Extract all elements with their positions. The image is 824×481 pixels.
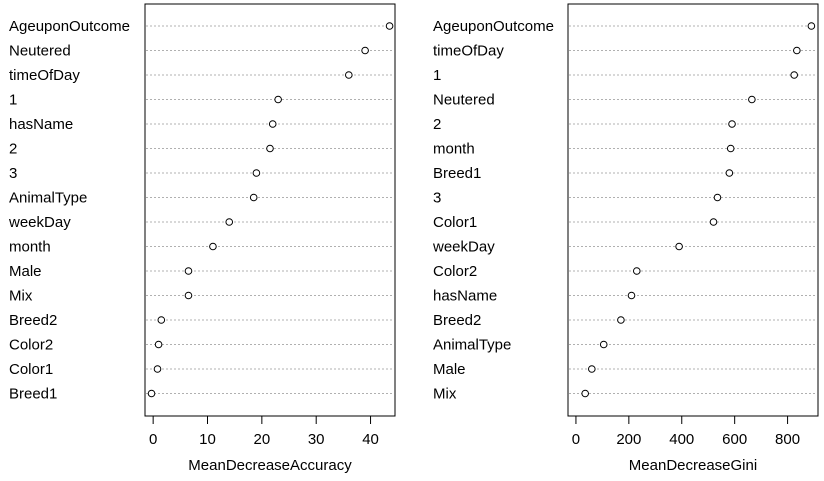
data-point (268, 120, 277, 128)
data-point (361, 46, 369, 55)
category-label: Breed1 (9, 386, 57, 403)
data-point (184, 267, 193, 275)
x-tick-label: 800 (775, 431, 800, 448)
category-label: AgeuponOutcome (433, 18, 554, 35)
category-label: Neutered (433, 92, 495, 109)
category-label: 2 (9, 141, 17, 158)
category-label: month (433, 141, 475, 158)
x-tick-label: 40 (362, 431, 379, 448)
data-point (157, 316, 166, 324)
data-point (249, 193, 258, 202)
data-point (274, 95, 282, 104)
data-point (581, 389, 589, 398)
x-tick-label: 30 (308, 431, 325, 448)
x-tick-label: 400 (669, 431, 694, 448)
data-point (599, 340, 608, 349)
category-label: Color1 (433, 214, 477, 231)
data-point (252, 169, 261, 177)
category-label: timeOfDay (433, 43, 504, 60)
data-point (627, 291, 636, 300)
gini-panel: AgeuponOutcome timeOfDay 1 Neutered 2 month Br… (432, 3, 819, 474)
x-tick-label: 0 (572, 431, 580, 448)
data-point (725, 169, 734, 177)
category-label: Breed2 (9, 312, 57, 329)
data-point (184, 291, 193, 300)
data-point (617, 316, 625, 324)
category-label: Male (433, 361, 466, 378)
plot-frame (567, 3, 819, 417)
data-point (345, 71, 353, 79)
category-label: AgeuponOutcome (9, 18, 130, 35)
category-label: AnimalType (9, 190, 87, 207)
category-label: Mix (9, 288, 33, 305)
category-label: 3 (433, 190, 441, 207)
x-tick-label: 200 (616, 431, 641, 448)
category-label: Color2 (9, 337, 53, 354)
category-label: Male (9, 263, 42, 280)
data-point (675, 242, 683, 251)
category-label: 1 (433, 67, 441, 84)
data-point (266, 144, 274, 153)
data-point (726, 144, 735, 153)
accuracy-panel: AgeuponOutcome Neutered timeOfDay 1 hasName 2… (8, 3, 396, 474)
x-axis-title: MeanDecreaseGini (629, 457, 757, 474)
data-point (147, 389, 156, 398)
category-label: hasName (9, 116, 73, 133)
category-label: 3 (9, 165, 17, 182)
data-point (709, 218, 718, 226)
x-axis-title: MeanDecreaseAccuracy (188, 457, 352, 474)
category-label: Mix (433, 386, 457, 403)
data-point (154, 340, 163, 349)
x-tick-label: 600 (722, 431, 747, 448)
x-tick-label: 0 (149, 431, 157, 448)
category-label: Neutered (9, 43, 71, 60)
data-point (790, 71, 798, 79)
data-point (748, 95, 756, 104)
category-label: hasName (433, 288, 497, 305)
x-tick-label: 20 (254, 431, 271, 448)
data-point (153, 365, 162, 373)
category-label: month (9, 239, 51, 256)
category-label: timeOfDay (9, 67, 80, 84)
category-label: Breed2 (433, 312, 481, 329)
data-point (793, 46, 801, 55)
category-label: 1 (9, 92, 17, 109)
category-label: weekDay (432, 239, 495, 256)
data-point (385, 22, 394, 30)
plot-frame (144, 3, 396, 417)
category-label: weekDay (8, 214, 71, 231)
data-point (713, 193, 722, 202)
category-label: Breed1 (433, 165, 481, 182)
data-point (209, 242, 217, 251)
data-point (632, 267, 641, 275)
category-label: AnimalType (433, 337, 511, 354)
category-label: Color2 (433, 263, 477, 280)
data-point (588, 365, 596, 373)
category-label: 2 (433, 116, 441, 133)
x-tick-label: 10 (199, 431, 216, 448)
data-point (728, 120, 736, 128)
data-point (225, 218, 234, 226)
category-label: Color1 (9, 361, 53, 378)
data-point (807, 22, 816, 30)
